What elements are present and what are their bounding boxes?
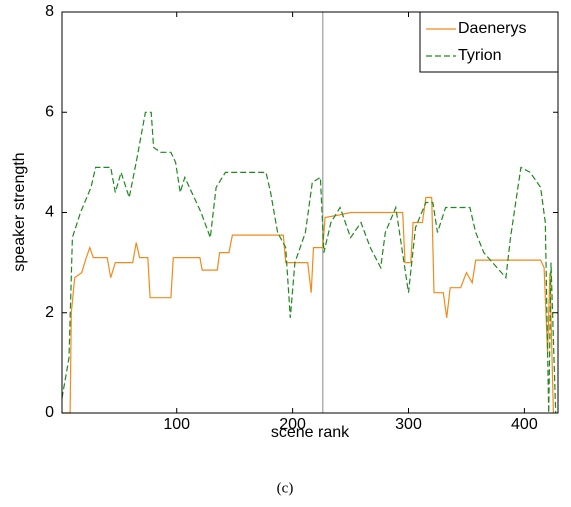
y-tick-label: 8	[45, 3, 54, 20]
legend-box	[419, 11, 559, 73]
y-tick-label: 0	[45, 404, 54, 421]
legend-label: Daenerys	[458, 20, 526, 37]
x-axis-label: scene rank	[271, 424, 350, 441]
y-tick-label: 6	[45, 103, 54, 120]
series-line	[62, 196, 554, 414]
x-tick-label: 400	[511, 416, 538, 433]
x-tick-label: 200	[279, 416, 306, 433]
legend-label: Tyrion	[458, 47, 502, 64]
x-tick-label: 100	[163, 416, 190, 433]
x-tick-label: 300	[395, 416, 422, 433]
y-tick-label: 2	[45, 304, 54, 321]
y-tick-label: 4	[45, 204, 54, 221]
caption: (c)	[277, 480, 294, 496]
y-axis-label: speaker strength	[11, 152, 28, 271]
series-line	[61, 111, 557, 414]
